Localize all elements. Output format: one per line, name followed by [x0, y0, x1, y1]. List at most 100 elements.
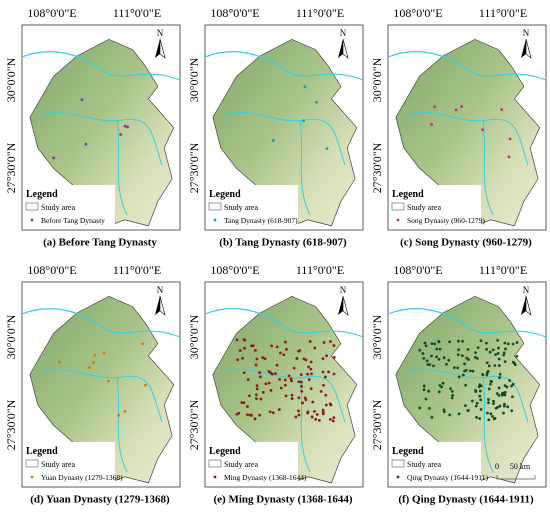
site-point	[502, 404, 506, 408]
site-point	[475, 415, 478, 419]
site-point	[301, 401, 305, 405]
site-point	[494, 406, 498, 410]
site-point	[324, 375, 327, 379]
latitude-label: 27°30'0"N	[4, 399, 18, 450]
site-point	[457, 375, 461, 379]
site-point	[275, 345, 279, 349]
site-point	[502, 411, 505, 415]
site-point	[263, 357, 267, 361]
river	[407, 368, 529, 423]
river	[387, 51, 547, 81]
map-panel: 108°0'0"E 111°0'0"E 30°0'0"N 27°30'0"N N Lege…	[187, 263, 364, 506]
river	[41, 368, 163, 423]
site-point	[497, 386, 501, 390]
site-point	[107, 379, 110, 383]
site-point	[507, 155, 511, 159]
site-point	[243, 338, 247, 342]
site-point	[236, 358, 240, 362]
latitude-label: 30°0'0"N	[370, 57, 384, 102]
site-point	[321, 370, 325, 374]
panel-caption: (c) Song Dynasty (960-1279)	[400, 237, 532, 249]
site-point	[317, 419, 321, 422]
north-label: N	[157, 285, 164, 295]
site-point	[456, 366, 460, 370]
site-point	[303, 85, 307, 89]
north-label: N	[157, 28, 164, 38]
site-point	[487, 398, 490, 401]
site-point	[456, 353, 460, 357]
site-point	[277, 408, 281, 411]
legend-swatch	[30, 218, 34, 222]
site-point	[478, 389, 482, 393]
site-point	[242, 371, 246, 375]
river	[21, 51, 181, 81]
site-point	[268, 410, 272, 414]
site-point	[306, 410, 310, 414]
site-point	[307, 378, 311, 381]
scale-label: 0	[495, 462, 499, 471]
site-point	[271, 139, 275, 142]
legend-swatch	[25, 202, 39, 211]
site-point	[478, 417, 482, 420]
site-point	[299, 373, 303, 376]
site-point	[254, 363, 258, 367]
site-point	[315, 100, 319, 104]
site-point	[478, 394, 482, 398]
north-label: N	[523, 285, 530, 295]
legend-title: Legend	[209, 189, 241, 200]
site-point	[430, 342, 434, 346]
site-point	[502, 351, 506, 355]
north-label: N	[523, 28, 530, 38]
site-point	[297, 413, 301, 417]
site-point	[489, 412, 493, 416]
site-point	[300, 384, 303, 388]
site-point	[310, 372, 313, 376]
site-point	[493, 364, 497, 367]
site-point	[332, 356, 336, 359]
site-point	[322, 341, 326, 344]
site-point	[461, 373, 465, 377]
site-point	[325, 354, 328, 358]
site-point	[437, 390, 441, 394]
site-point	[117, 413, 121, 417]
longitude-label: 111°0'0"E	[113, 263, 161, 277]
site-point	[498, 404, 502, 408]
site-point	[329, 340, 332, 343]
site-point	[313, 346, 317, 350]
longitude-label: 108°0'0"E	[393, 6, 442, 20]
site-point	[310, 415, 314, 419]
site-point	[290, 379, 294, 383]
site-point	[501, 393, 504, 397]
site-point	[284, 394, 288, 398]
site-point	[513, 363, 517, 367]
legend-item: Study area	[224, 460, 258, 469]
site-point	[485, 373, 489, 377]
legend-swatch	[396, 475, 400, 479]
map-panel: 108°0'0"E 111°0'0"E 30°0'0"N 27°30'0"N N Lege…	[370, 6, 547, 249]
site-point	[430, 354, 433, 358]
site-point	[500, 108, 504, 112]
site-point	[463, 362, 466, 366]
site-point	[306, 372, 310, 376]
site-point	[511, 395, 514, 399]
site-point	[332, 416, 336, 420]
site-point	[451, 393, 455, 397]
river	[407, 111, 529, 166]
latitude-label: 27°30'0"N	[370, 399, 384, 450]
longitude-label: 108°0'0"E	[27, 6, 76, 20]
site-point	[328, 417, 332, 421]
site-point	[324, 403, 328, 407]
site-point	[460, 105, 463, 108]
river	[482, 376, 494, 473]
site-point	[279, 386, 283, 390]
site-point	[515, 341, 519, 344]
site-point	[490, 380, 493, 384]
site-point	[123, 409, 127, 413]
site-point	[283, 383, 287, 387]
latitude-label: 30°0'0"N	[4, 314, 18, 359]
site-point	[332, 344, 336, 347]
north-arrow	[155, 296, 160, 315]
site-point	[251, 344, 255, 348]
site-point	[464, 368, 468, 372]
site-point	[471, 369, 475, 373]
